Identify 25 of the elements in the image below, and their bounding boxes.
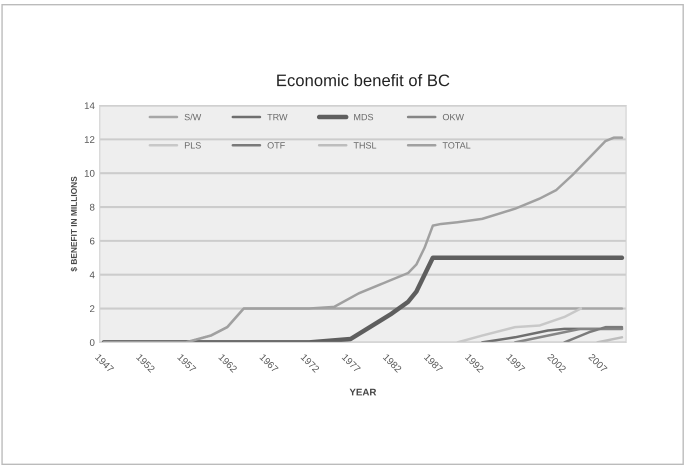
y-tick-label: 0: [90, 339, 95, 346]
legend-label: OTF: [268, 142, 285, 149]
legend-label: OKW: [442, 114, 464, 120]
legend-label: THSL: [354, 142, 376, 149]
x-tick-label: 1987: [424, 353, 444, 373]
y-tick-label: 6: [90, 238, 94, 244]
x-axis-title: YEAR: [350, 388, 376, 396]
chart-title: Economic benefit of BC: [277, 74, 450, 86]
y-tick-label: 2: [90, 305, 94, 312]
y-tick-label: 8: [90, 204, 94, 211]
x-tick-label: 1947: [94, 353, 114, 373]
x-tick-label: 1967: [259, 353, 279, 373]
x-tick-label: 1997: [506, 353, 526, 373]
y-tick-label: 4: [90, 272, 95, 278]
legend-label: MDS: [354, 114, 374, 120]
y-tick-label: 10: [84, 170, 95, 177]
legend-label: TOTAL: [442, 142, 470, 149]
y-tick-label: 12: [84, 136, 94, 143]
y-tick-label: 14: [84, 102, 95, 110]
legend-label: S/W: [184, 114, 202, 120]
x-tick-label: 1977: [342, 353, 361, 373]
x-tick-label: 1957: [177, 353, 196, 373]
legend-label: PLS: [184, 142, 201, 149]
y-axis-title: $ BENEFIT IN MILLIONS: [70, 176, 78, 272]
legend-label: TRW: [267, 114, 288, 120]
